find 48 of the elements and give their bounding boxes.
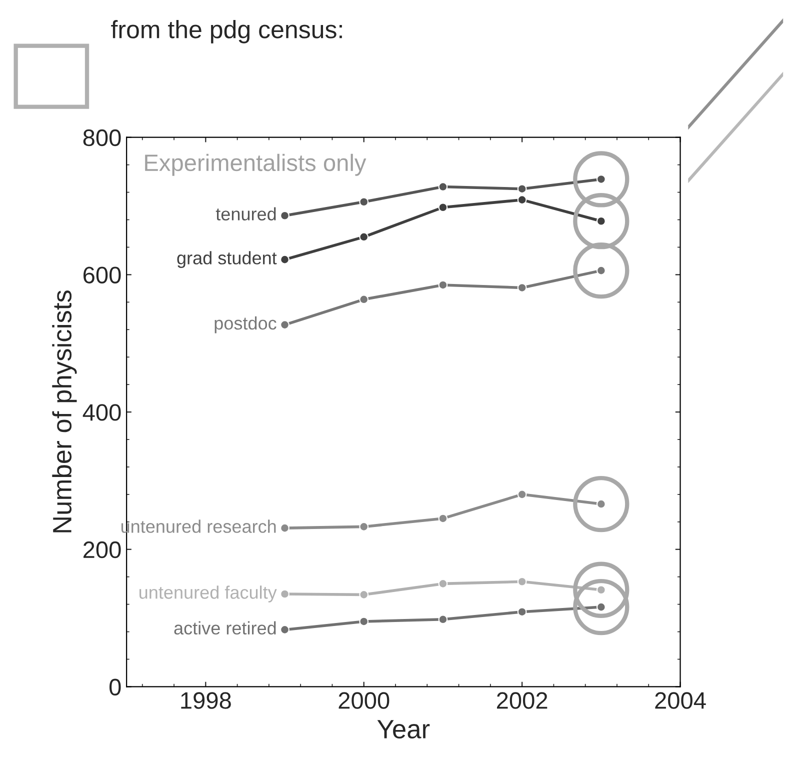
point [280,210,290,220]
chart-title: from the pdg census: [111,20,342,44]
point [280,320,290,330]
point [596,499,606,509]
point [517,607,527,617]
y-tick-label: 200 [83,541,121,558]
point [517,184,527,194]
point [280,625,290,634]
x-tick-label: 2002 [496,692,548,709]
point [359,522,369,532]
point [596,216,606,226]
point [596,266,606,276]
y-tick-label: 600 [84,266,121,284]
point [517,283,527,292]
point [438,280,448,290]
x-tick-label: 1998 [181,692,231,709]
point [596,585,606,595]
point [359,294,369,304]
point [438,182,448,192]
x-tick-label: 2000 [338,692,390,709]
series-label: grad student [177,251,277,268]
y-tick-label: 0 [109,678,121,696]
point [438,614,448,624]
point [359,197,369,207]
y-tick-label: 800 [83,129,121,146]
x-axis-title: Year [377,720,430,739]
point [280,523,290,533]
text: Experimentalists only [145,154,366,176]
point [359,232,369,242]
point [517,576,527,586]
point [596,602,606,612]
series-label: untenured faculty [140,586,277,602]
x-tick-label: 2004 [655,692,706,709]
point [280,589,290,599]
point [438,514,448,524]
point [359,590,369,600]
point [280,254,290,264]
series-label: postdoc [214,316,276,334]
series-label: active retired [174,621,276,635]
point [438,579,448,588]
point [359,616,369,626]
series-label: tenured [216,207,276,220]
point [517,490,527,500]
point [596,174,606,184]
y-axis-title: Number of physicists [52,290,77,532]
point [517,195,527,205]
point [438,202,448,212]
y-tick-label: 400 [82,404,121,421]
